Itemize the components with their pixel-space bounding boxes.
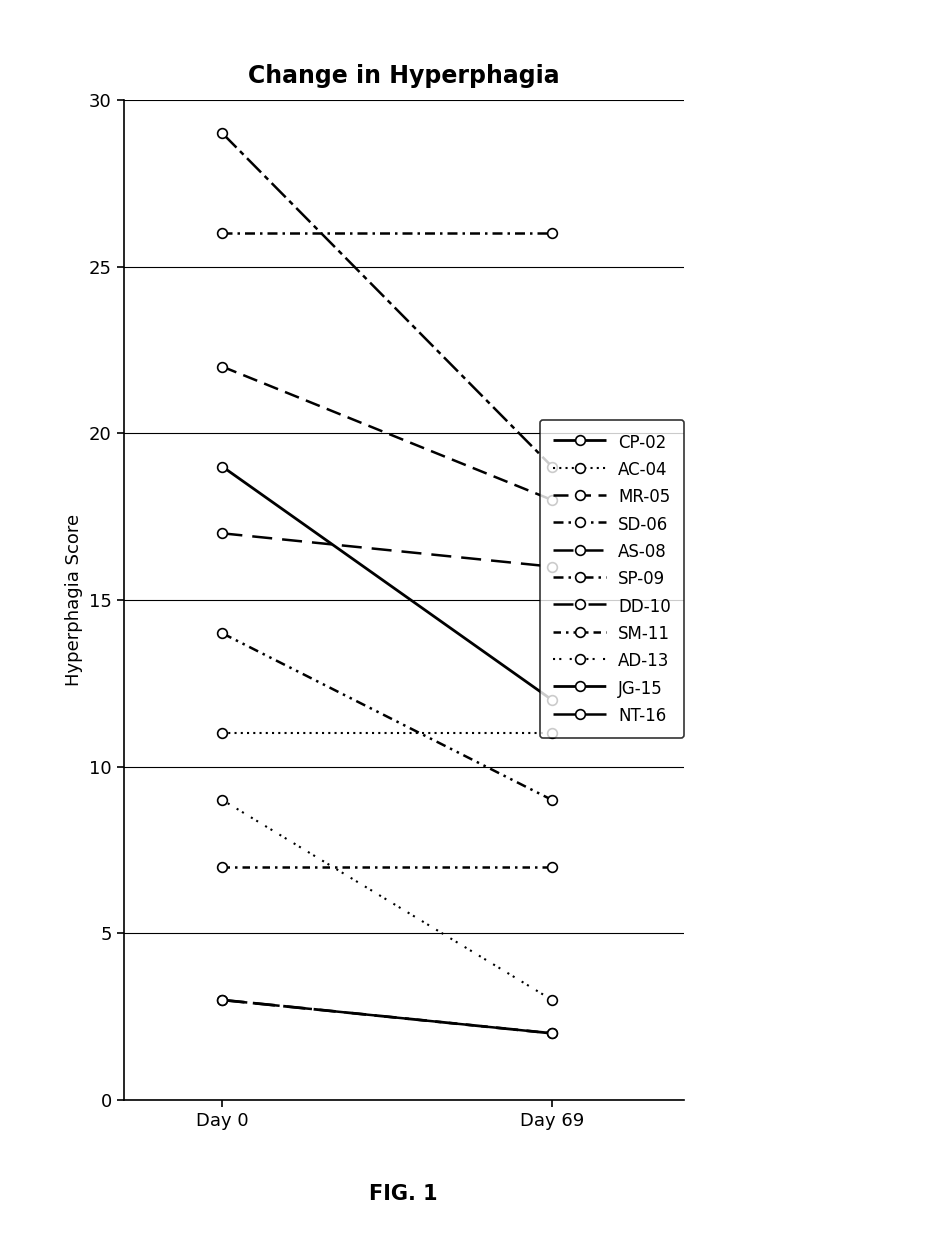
Line: NT-16: NT-16 [218,995,557,1039]
Line: AS-08: AS-08 [218,529,557,571]
Line: SD-06: SD-06 [218,229,557,239]
Y-axis label: Hyperphagia Score: Hyperphagia Score [66,514,84,686]
SM-11 [217,859,228,874]
NT-16 [217,992,228,1008]
Line: SM-11: SM-11 [218,861,557,871]
SD-06 [217,226,228,241]
MR-05 [546,492,558,508]
Legend: CP-02, AC-04, MR-05, SD-06, AS-08, SP-09, DD-10, SM-11, AD-13, JG-15, NT-16: CP-02, AC-04, MR-05, SD-06, AS-08, SP-09… [540,420,684,739]
Line: JG-15: JG-15 [218,995,557,1039]
MR-05 [217,359,228,374]
Line: MR-05: MR-05 [218,361,557,505]
DD-10 [546,459,558,474]
Line: DD-10: DD-10 [218,129,557,471]
Line: SP-09: SP-09 [218,629,557,805]
CP-02 [217,459,228,474]
AD-13 [217,792,228,808]
AS-08 [546,559,558,574]
Line: CP-02: CP-02 [218,461,557,705]
Line: AC-04: AC-04 [218,729,557,739]
Line: AD-13: AD-13 [218,795,557,1005]
AC-04 [546,726,558,741]
NT-16 [546,1026,558,1041]
SM-11 [546,859,558,874]
Text: FIG. 1: FIG. 1 [370,1184,438,1204]
DD-10 [217,126,228,141]
AS-08 [217,526,228,541]
SP-09 [217,626,228,641]
JG-15 [546,1026,558,1041]
AD-13 [546,992,558,1008]
SP-09 [546,792,558,808]
JG-15 [217,992,228,1008]
AC-04 [217,726,228,741]
SD-06 [546,226,558,241]
CP-02 [546,693,558,708]
Title: Change in Hyperphagia: Change in Hyperphagia [248,64,560,89]
